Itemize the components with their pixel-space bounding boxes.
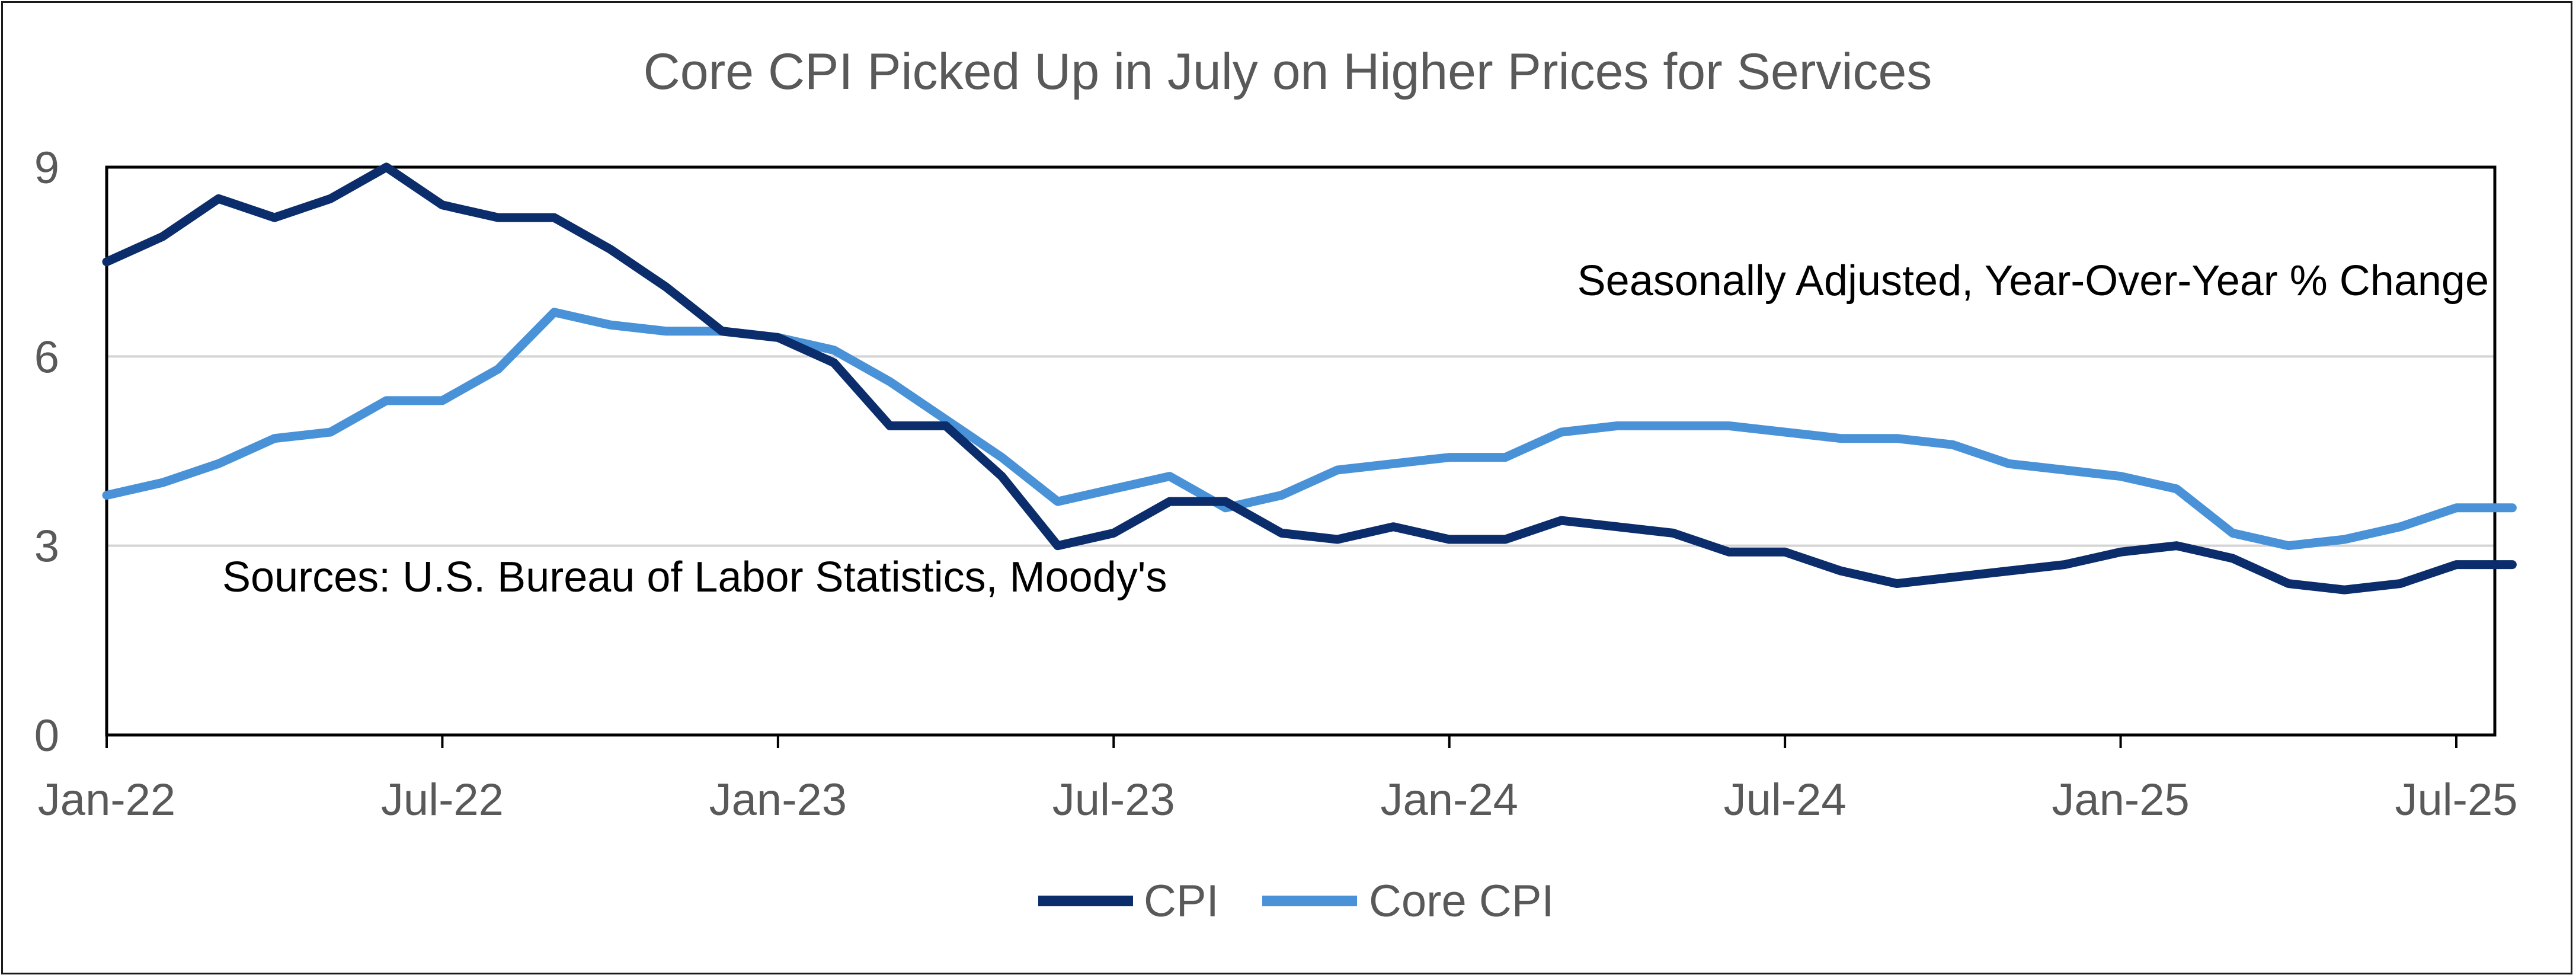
x-tick-label: Jan-22: [38, 775, 175, 825]
x-axis: Jan-22 Jul-22 Jan-23 Jul-23 Jan-24 Jul-24 Jan-…: [38, 735, 2518, 825]
y-tick-label: 6: [34, 332, 59, 382]
legend: CPI Core CPI: [1038, 876, 1554, 926]
x-tick-label: Jan-25: [2052, 775, 2189, 825]
y-tick-label: 0: [34, 711, 59, 761]
series-line-core-cpi: [102, 308, 2517, 551]
y-tick-label: 9: [34, 143, 59, 193]
source-note: Sources: U.S. Bureau of Labor Statistics…: [222, 554, 1167, 601]
chart-title: Core CPI Picked Up in July on Higher Pri…: [644, 43, 1932, 100]
x-tick-label: Jul-24: [1724, 775, 1847, 825]
legend-label-core-cpi: Core CPI: [1369, 876, 1554, 926]
y-tick-label: 3: [34, 522, 59, 572]
x-tick-label: Jan-24: [1381, 775, 1518, 825]
legend-label-cpi: CPI: [1144, 876, 1219, 926]
x-tick-label: Jul-22: [381, 775, 504, 825]
chart-subtitle: Seasonally Adjusted, Year-Over-Year % Ch…: [1577, 257, 2489, 305]
series-layer: [102, 162, 2517, 595]
x-tick-label: Jan-23: [709, 775, 847, 825]
y-axis: 0 3 6 9: [34, 143, 59, 761]
x-tick-label: Jul-23: [1052, 775, 1175, 825]
plot-area: [105, 165, 2497, 737]
series-line-cpi: [102, 162, 2517, 595]
x-tick-label: Jul-25: [2395, 775, 2518, 825]
